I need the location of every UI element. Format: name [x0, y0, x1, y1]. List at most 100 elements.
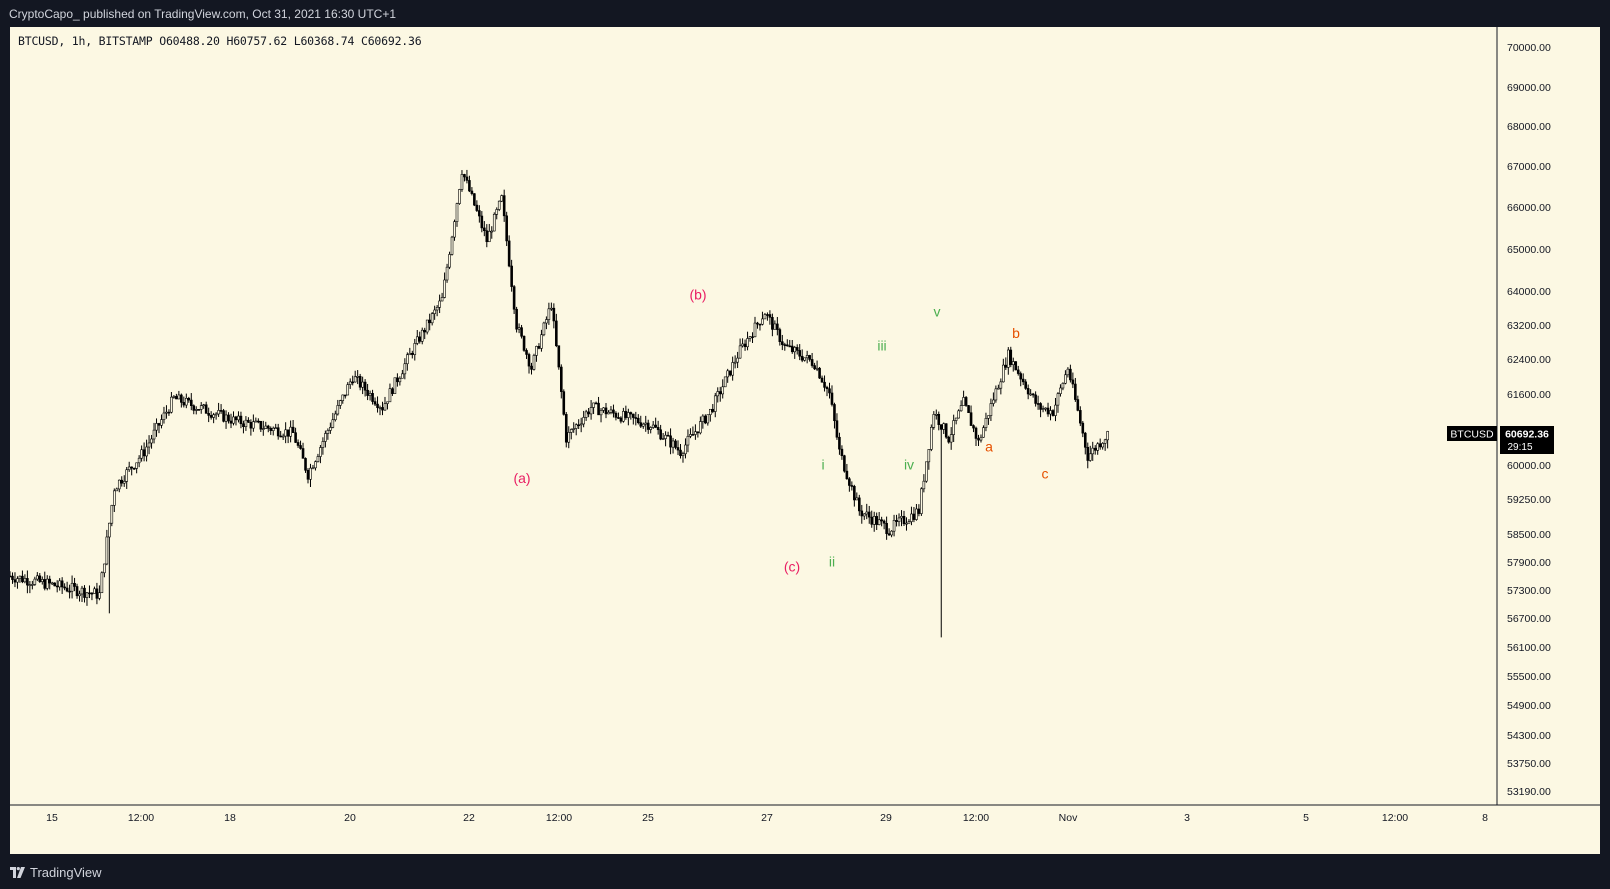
candle — [93, 586, 96, 594]
time-tick-label: 20 — [344, 812, 356, 824]
symbol-legend[interactable]: BTCUSD, 1h, BITSTAMP O60488.20 H60757.62… — [18, 34, 422, 48]
candle — [500, 194, 504, 203]
candle — [890, 530, 893, 538]
price-tick-label: 57900.00 — [1507, 557, 1551, 569]
candle — [828, 382, 831, 399]
candle — [1009, 346, 1013, 368]
candle — [845, 463, 849, 480]
candle — [959, 400, 963, 412]
candle — [532, 353, 536, 371]
candle — [217, 402, 220, 417]
price-tag-bg — [1500, 426, 1554, 454]
candle — [632, 413, 635, 425]
candle — [738, 338, 742, 359]
candle — [132, 467, 136, 470]
candle — [160, 414, 163, 429]
price-axis[interactable]: 70000.00 69000.00 68000.00 67000.00 66000.00… — [1507, 42, 1551, 798]
candle — [515, 306, 518, 333]
candle — [98, 585, 101, 601]
candle — [895, 514, 898, 527]
candle — [306, 468, 310, 484]
candle — [155, 418, 158, 437]
ohlc-low: L60368.74 — [293, 34, 355, 48]
candle — [535, 345, 538, 362]
wave-label: (c) — [784, 558, 800, 574]
candle — [353, 370, 357, 383]
candle — [398, 376, 402, 386]
time-tick-label: 29 — [880, 812, 892, 824]
candle — [465, 169, 469, 184]
candle — [331, 412, 335, 429]
candle — [505, 211, 508, 247]
price-tick-label: 57300.00 — [1507, 585, 1551, 597]
candle — [113, 488, 116, 513]
candle — [704, 414, 707, 425]
candle — [656, 420, 660, 435]
candle — [329, 422, 332, 434]
candle — [992, 392, 995, 407]
candle — [1066, 367, 1070, 378]
candle — [1103, 438, 1107, 451]
price-tick-label: 65000.00 — [1507, 244, 1551, 256]
time-axis[interactable]: 15 12:00 18 20 22 12:00 25 27 29 12:00 Nov 3 5 12:00 8 — [46, 812, 1488, 824]
candle — [130, 466, 133, 476]
candle — [502, 189, 506, 222]
candle — [666, 431, 670, 437]
ohlc-high: H60757.62 — [226, 34, 287, 48]
candle — [1019, 371, 1023, 387]
candle — [227, 412, 230, 424]
candle — [311, 464, 315, 470]
candle — [284, 422, 287, 444]
candle — [122, 475, 126, 487]
candle — [870, 510, 874, 528]
wave-label: i — [821, 457, 824, 473]
tradingview-logo[interactable]: TradingView — [10, 865, 102, 880]
candle — [140, 445, 143, 462]
candle — [289, 420, 292, 443]
candle — [699, 416, 702, 435]
candle — [609, 406, 613, 415]
price-tick-label: 63200.00 — [1507, 320, 1551, 332]
chart-area[interactable] — [10, 27, 1600, 854]
candle — [324, 430, 327, 448]
candle — [527, 352, 531, 374]
tradingview-brand: TradingView — [30, 865, 102, 880]
candle — [939, 424, 943, 638]
candle — [1026, 384, 1030, 400]
candle — [962, 390, 965, 406]
candle — [326, 428, 330, 440]
candle — [1002, 358, 1005, 383]
footer-bar — [0, 854, 1610, 889]
candle — [21, 570, 24, 584]
candle — [214, 412, 218, 420]
candle — [291, 420, 295, 433]
candle — [483, 221, 486, 237]
candle — [259, 420, 263, 433]
candle — [135, 462, 138, 474]
time-tick-label: 22 — [463, 812, 475, 824]
candle — [48, 575, 52, 590]
candle — [617, 412, 620, 420]
candle — [763, 312, 767, 320]
candle — [31, 580, 34, 590]
candle — [88, 585, 91, 599]
price-tick-label: 68000.00 — [1507, 121, 1551, 133]
candle — [597, 396, 600, 416]
candle — [795, 344, 799, 355]
symbol-tag-bg — [1447, 426, 1497, 441]
candle — [448, 251, 451, 270]
candle — [944, 423, 948, 439]
candle — [58, 578, 61, 591]
ohlc-open: O60488.20 — [159, 34, 220, 48]
wave-label: (a) — [513, 470, 530, 486]
candle — [644, 415, 648, 432]
candle — [348, 378, 352, 389]
candle — [860, 504, 864, 524]
candle — [525, 348, 528, 359]
candle — [746, 331, 749, 351]
candle — [410, 350, 414, 359]
candle — [880, 516, 883, 527]
candle — [197, 409, 201, 411]
candle — [522, 335, 526, 352]
